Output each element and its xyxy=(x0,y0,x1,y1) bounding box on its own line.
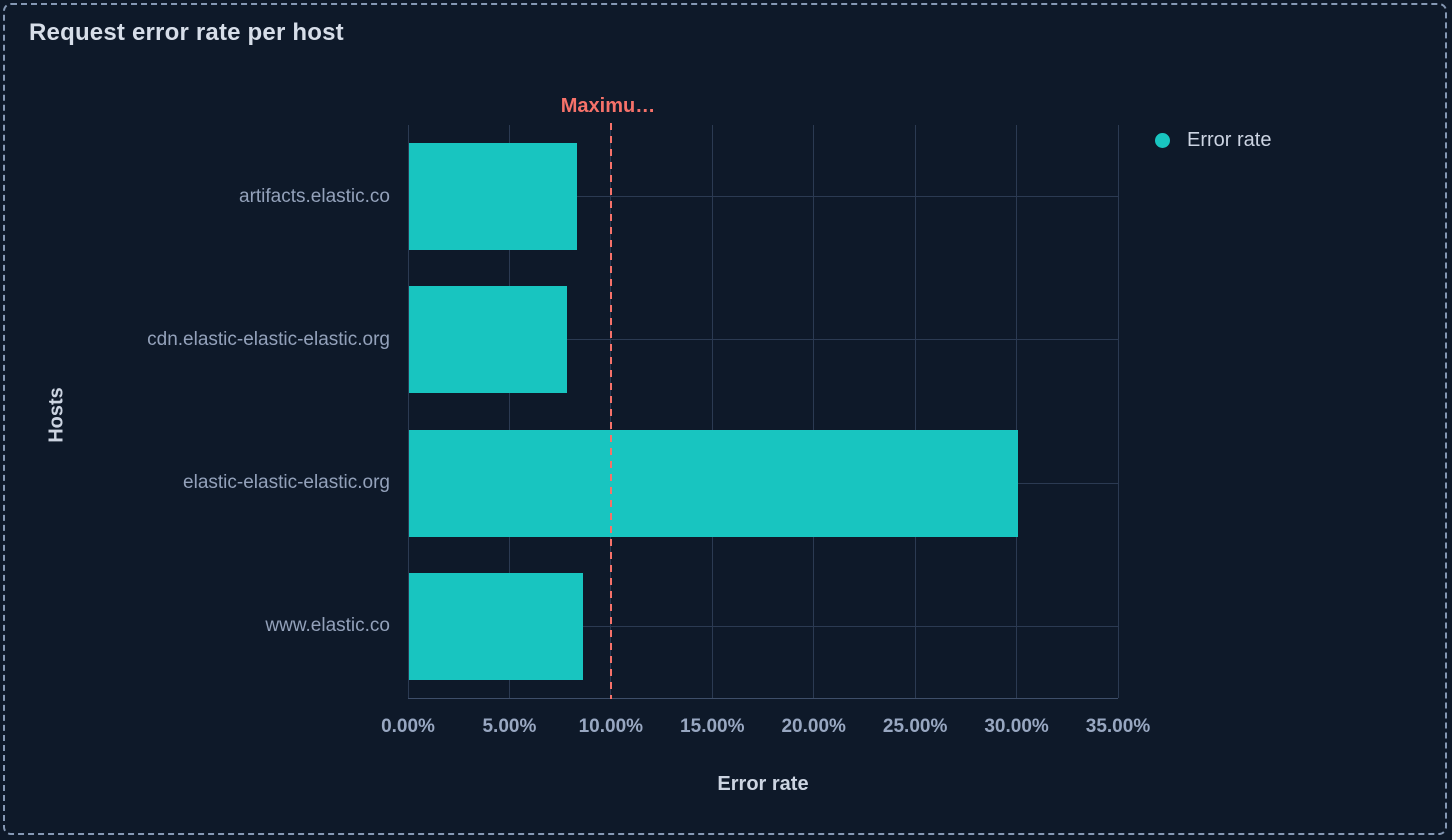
legend-item-error-rate[interactable]: Error rate xyxy=(1155,129,1271,152)
x-gridline xyxy=(407,125,409,698)
y-gridline xyxy=(408,339,1118,341)
y-gridline xyxy=(408,625,1118,627)
x-tick-label: 25.00% xyxy=(882,716,948,737)
y-category-label: www.elastic.co xyxy=(265,615,390,637)
legend-dot-icon xyxy=(1155,133,1170,148)
x-tick-label: 5.00% xyxy=(482,716,537,737)
x-gridline xyxy=(1016,125,1018,698)
dashboard-panel: Request error rate per host Error rate M… xyxy=(3,3,1447,835)
x-gridline xyxy=(1117,125,1119,698)
x-gridline xyxy=(914,125,916,698)
threshold-label: Maximu… xyxy=(560,95,656,117)
y-category-label: elastic-elastic-elastic.org xyxy=(183,472,390,494)
threshold-line xyxy=(609,123,612,699)
x-tick-label: 35.00% xyxy=(1085,716,1151,737)
y-category-label: cdn.elastic-elastic-elastic.org xyxy=(147,328,390,350)
panel-title: Request error rate per host xyxy=(29,19,344,46)
x-axis-line xyxy=(408,698,1118,699)
y-category-label: artifacts.elastic.co xyxy=(239,185,390,207)
bar[interactable] xyxy=(409,572,584,680)
x-tick-label: 0.00% xyxy=(381,716,435,737)
legend-label: Error rate xyxy=(1187,129,1272,151)
bar[interactable] xyxy=(409,429,1018,537)
y-gridline xyxy=(408,196,1118,198)
bar[interactable] xyxy=(409,286,568,394)
x-tick-label: 15.00% xyxy=(680,716,745,737)
bar[interactable] xyxy=(409,143,578,251)
x-tick-label: 20.00% xyxy=(781,716,846,737)
x-tick-label: 10.00% xyxy=(578,716,644,737)
x-tick-label: 30.00% xyxy=(984,716,1049,737)
x-gridline xyxy=(711,125,713,698)
x-axis-title: Error rate xyxy=(717,773,809,795)
plot-area: 0.00% 5.00% 10.00% 15.00% 20.00% 25.00% 30.00%… xyxy=(5,5,1445,833)
y-axis-title: Hosts xyxy=(45,387,68,443)
x-gridline xyxy=(508,125,510,698)
x-gridline xyxy=(813,125,815,698)
